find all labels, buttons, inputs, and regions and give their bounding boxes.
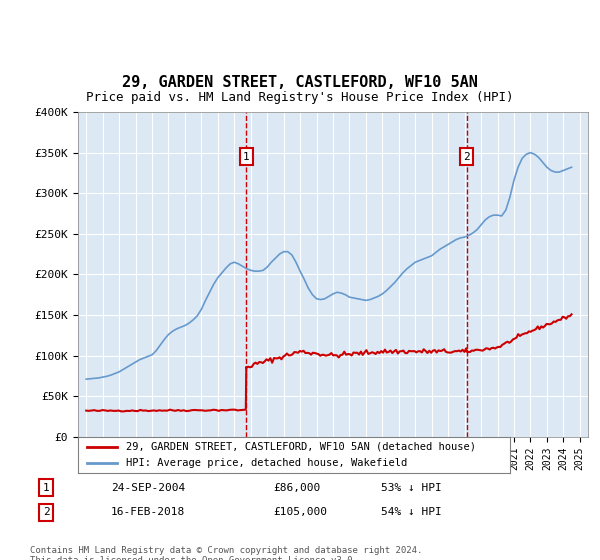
Text: 1: 1 (243, 152, 250, 162)
Text: Contains HM Land Registry data © Crown copyright and database right 2024.
This d: Contains HM Land Registry data © Crown c… (30, 546, 422, 560)
Text: 2: 2 (463, 152, 470, 162)
Text: £105,000: £105,000 (273, 507, 327, 517)
Text: 29, GARDEN STREET, CASTLEFORD, WF10 5AN: 29, GARDEN STREET, CASTLEFORD, WF10 5AN (122, 74, 478, 90)
Text: 16-FEB-2018: 16-FEB-2018 (111, 507, 185, 517)
Text: 29, GARDEN STREET, CASTLEFORD, WF10 5AN (detached house): 29, GARDEN STREET, CASTLEFORD, WF10 5AN … (125, 442, 476, 452)
Text: HPI: Average price, detached house, Wakefield: HPI: Average price, detached house, Wake… (125, 458, 407, 468)
Text: 53% ↓ HPI: 53% ↓ HPI (381, 483, 442, 493)
Text: 54% ↓ HPI: 54% ↓ HPI (381, 507, 442, 517)
Text: 24-SEP-2004: 24-SEP-2004 (111, 483, 185, 493)
Text: Price paid vs. HM Land Registry's House Price Index (HPI): Price paid vs. HM Land Registry's House … (86, 91, 514, 104)
Text: 2: 2 (43, 507, 50, 517)
Text: £86,000: £86,000 (273, 483, 320, 493)
Text: 1: 1 (43, 483, 50, 493)
